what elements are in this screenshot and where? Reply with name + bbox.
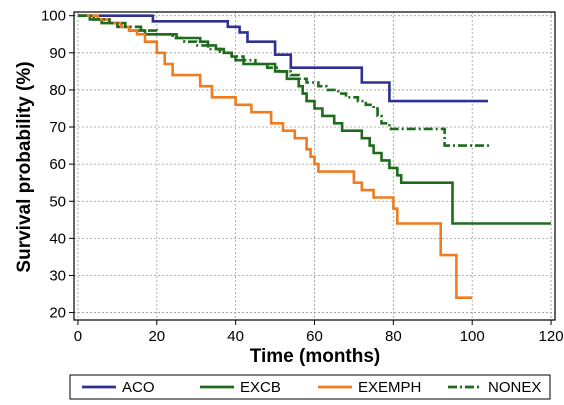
y-axis-label: Survival probability (%): [14, 61, 35, 272]
x-tick-label: 80: [385, 328, 402, 345]
y-tick-label: 20: [49, 305, 66, 322]
x-axis-label: Time (months): [250, 346, 381, 367]
legend-label-nonex: NONEX: [488, 379, 541, 396]
y-tick-label: 60: [49, 156, 66, 173]
x-tick-label: 20: [148, 328, 165, 345]
x-tick-label: 0: [74, 328, 82, 345]
y-tick-label: 30: [49, 267, 66, 284]
y-tick-label: 40: [49, 230, 66, 247]
legend: ACO EXCB EXEMPH NONEX: [69, 374, 551, 400]
series-line-excb: [77, 14, 552, 225]
legend-label-aco: ACO: [122, 379, 155, 396]
x-tick-label: 120: [539, 328, 564, 345]
y-tick-label: 100: [41, 8, 66, 25]
y-tick-label: 90: [49, 45, 66, 62]
series-line-aco: [77, 14, 488, 103]
x-tick-label: 60: [306, 328, 323, 345]
x-tick-label: 40: [227, 328, 244, 345]
y-tick-label: 50: [49, 193, 66, 210]
series-layer: [77, 14, 552, 299]
y-tick-label: 80: [49, 82, 66, 99]
series-line-nonex: [77, 14, 492, 147]
y-tick-label: 70: [49, 119, 66, 136]
ticks: 0 20 40 60 80 100 120 20 30 40 50 60 70 80 90 100: [41, 8, 564, 345]
legend-label-excb: EXCB: [240, 379, 281, 396]
legend-label-exemph: EXEMPH: [358, 379, 421, 396]
series-line-exemph: [77, 14, 473, 299]
x-tick-label: 100: [460, 328, 485, 345]
grid: [74, 12, 555, 320]
